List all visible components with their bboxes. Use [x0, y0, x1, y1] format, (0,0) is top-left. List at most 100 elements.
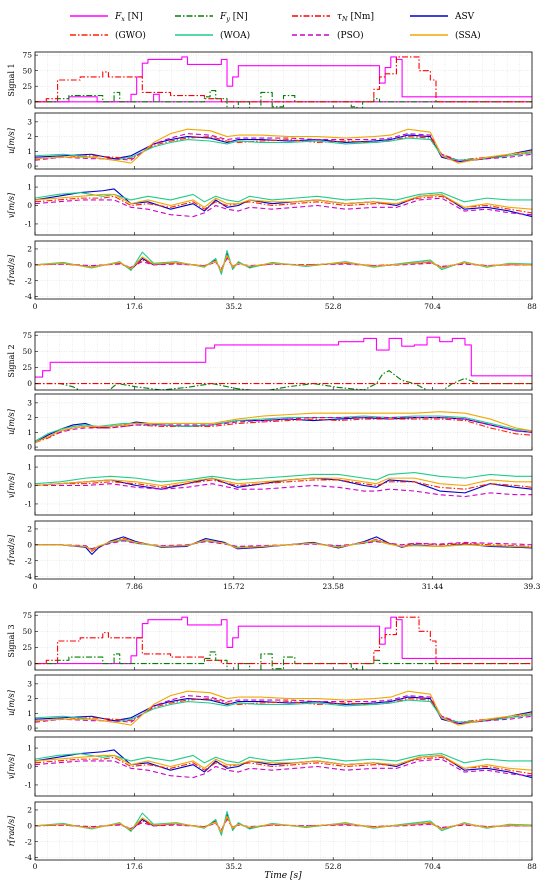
- x-tick-label: 0: [33, 582, 38, 591]
- subplot-3-3: -1 0 1 v[m/s]: [7, 736, 533, 797]
- series-line: [35, 483, 532, 498]
- x-tick-label: 35.2: [225, 302, 242, 311]
- plot-frame: [34, 674, 533, 732]
- y-tick-label: 1: [27, 709, 32, 718]
- series-line: [35, 758, 532, 779]
- series-line: [35, 193, 532, 210]
- x-tick-label: 15.72: [223, 582, 245, 591]
- legend-label: τN [Nm]: [337, 12, 374, 23]
- x-tick-label: 39.3: [524, 582, 541, 591]
- x-tick-label: 31.44: [422, 582, 444, 591]
- series-line: [35, 815, 532, 833]
- y-tick-label: 0: [27, 201, 32, 210]
- x-tick-label: 52.8: [325, 302, 342, 311]
- subplot-2-2: 0 1 2 3 u[m/s]: [7, 393, 533, 452]
- y-tick-label: 0: [27, 762, 32, 771]
- y-tick-label: 25: [22, 363, 32, 372]
- y-tick-label: 50: [22, 627, 32, 636]
- y-axis-label: u[m/s]: [7, 689, 16, 716]
- plot-frame: [34, 393, 533, 451]
- series-line: [35, 128, 532, 164]
- series-group: [35, 690, 532, 726]
- x-tick-label: 17.6: [126, 862, 143, 871]
- series-group: [35, 56, 532, 108]
- legend-label: (GWO): [115, 30, 146, 41]
- y-tick-label: 1: [27, 147, 32, 156]
- legend-label: ASV: [454, 12, 475, 22]
- x-tick-label: 0: [33, 862, 38, 871]
- y-tick-label: 3: [27, 679, 32, 688]
- legend-label: Fy [N]: [219, 12, 248, 23]
- series-line: [35, 197, 532, 218]
- series-line: [35, 754, 532, 771]
- series-line: [35, 472, 532, 485]
- y-tick-label: -4: [25, 853, 33, 862]
- x-tick-label: 0: [33, 302, 38, 311]
- y-tick-label: 75: [22, 51, 32, 60]
- series-line: [35, 254, 532, 272]
- subplot-2-3: -1 0 1 v[m/s]: [7, 455, 533, 516]
- y-tick-label: 3: [27, 117, 32, 126]
- y-axis-label: v[m/s]: [7, 472, 16, 498]
- series-line: [35, 616, 532, 665]
- series-line: [35, 136, 532, 161]
- series-group: [35, 616, 532, 670]
- series-group: [35, 188, 532, 218]
- series-line: [35, 756, 532, 775]
- y-tick-label: -1: [25, 781, 32, 790]
- series-line: [35, 370, 532, 390]
- chart-group-3: 0 25 50 75 Signal 3 0 1 2 3 u[m/s] -1 0 1 v[m/s] -4 -2 0…: [7, 611, 537, 871]
- y-tick-label: -1: [25, 220, 32, 229]
- series-line: [35, 90, 532, 108]
- series-line: [35, 56, 532, 103]
- subplot-2-4: -4 -2 0 2 r[rad/s]: [7, 520, 533, 581]
- series-line: [35, 336, 532, 378]
- y-tick-label: 1: [27, 463, 32, 472]
- series-group: [35, 249, 532, 275]
- y-tick-label: 0: [27, 162, 32, 171]
- y-tick-label: 75: [22, 611, 32, 620]
- y-tick-label: 1: [27, 428, 32, 437]
- y-axis-label: r[rad/s]: [7, 254, 16, 285]
- plot-frame: [34, 801, 533, 861]
- legend-label: (SSA): [455, 30, 481, 41]
- y-tick-label: 50: [22, 347, 32, 356]
- series-group: [35, 472, 532, 498]
- plot-frame: [34, 520, 533, 580]
- legend-entry-r2-3: (SSA): [410, 30, 481, 41]
- series-group: [35, 810, 532, 836]
- chart-group-2: 0 25 50 75 Signal 2 0 1 2 3 u[m/s] -1 0 1 v[m/s] -4 -2 0…: [7, 331, 541, 591]
- x-tick-label: 70.4: [424, 302, 441, 311]
- y-tick-label: 2: [27, 245, 32, 254]
- y-axis-label: r[rad/s]: [7, 815, 16, 846]
- series-line: [35, 418, 532, 444]
- plot-frame: [34, 112, 533, 170]
- y-tick-label: 2: [27, 132, 32, 141]
- y-axis-label: v[m/s]: [7, 192, 16, 218]
- y-tick-label: 1: [27, 183, 32, 192]
- legend-entry-r2-1: (WOA): [175, 30, 250, 41]
- y-axis-label: v[m/s]: [7, 753, 16, 779]
- x-tick-label: 88: [527, 862, 537, 871]
- legend-entry-r1-0: Fx [N]: [70, 12, 143, 23]
- y-tick-label: 0: [27, 659, 32, 668]
- legend-label: (PSO): [337, 30, 364, 41]
- plot-background: [35, 394, 532, 450]
- series-line: [35, 616, 532, 665]
- legend-entry-r2-2: (PSO): [292, 30, 364, 41]
- y-axis-label: u[m/s]: [7, 127, 16, 154]
- y-tick-label: 2: [27, 694, 32, 703]
- y-tick-label: 2: [27, 806, 32, 815]
- series-line: [35, 479, 532, 490]
- subplot-2-1: 0 25 50 75 Signal 2: [7, 331, 533, 391]
- series-line: [35, 651, 532, 670]
- y-tick-label: 0: [27, 821, 32, 830]
- x-tick-label: 88: [527, 302, 537, 311]
- plot-background: [35, 52, 532, 108]
- series-line: [35, 698, 532, 723]
- series-group: [35, 749, 532, 779]
- subplot-1-3: -1 0 1 v[m/s]: [7, 175, 533, 236]
- x-tick-label: 52.8: [325, 862, 342, 871]
- series-line: [35, 411, 532, 444]
